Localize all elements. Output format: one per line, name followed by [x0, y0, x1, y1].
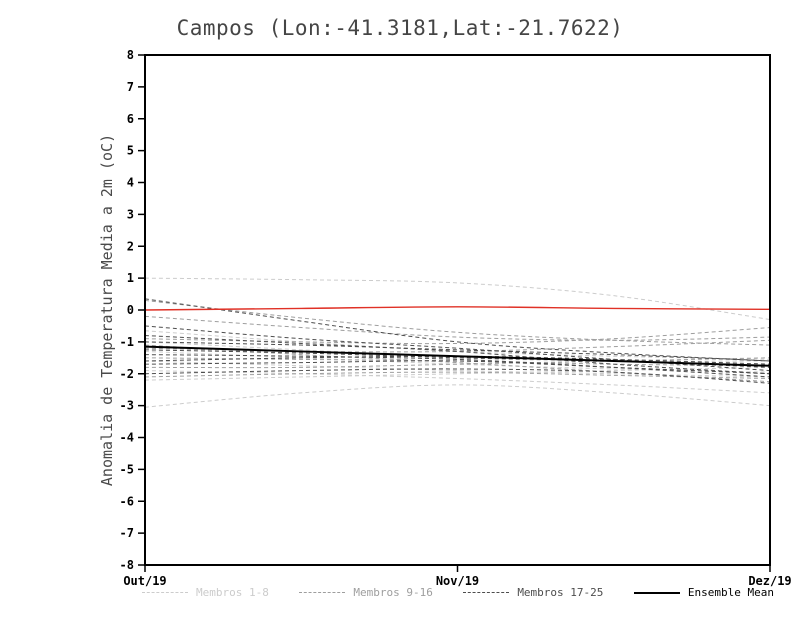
x-tick-label: Dez/19 [748, 574, 791, 588]
legend-label: Membros 9-16 [353, 586, 433, 599]
x-tick-label: Out/19 [123, 574, 166, 588]
y-tick-label: 8 [127, 48, 134, 62]
legend-dashed-line-sample [299, 592, 346, 593]
ensemble-member-line [144, 357, 771, 367]
legend-dashed-line-sample [142, 592, 188, 593]
y-tick-label: 1 [127, 271, 134, 285]
y-tick-label: 3 [127, 207, 134, 221]
y-tick-label: 4 [127, 176, 134, 190]
chart-title: Campos (Lon:-41.3181,Lat:-21.7622) [176, 16, 624, 40]
x-tick-label: Nov/19 [436, 574, 479, 588]
ensemble-mean-line [144, 345, 771, 367]
y-tick-label: -4 [120, 431, 134, 445]
y-tick-label: -8 [120, 558, 134, 572]
ensemble-member-line [144, 277, 771, 321]
ensemble-member-line [144, 366, 771, 381]
y-tick-label: 5 [127, 144, 134, 158]
y-tick-label: 7 [127, 80, 134, 94]
reference-line [144, 306, 771, 311]
ensemble-member-line [144, 354, 771, 378]
y-tick-label: -1 [120, 335, 134, 349]
legend-solid-line-sample [633, 591, 680, 594]
ensemble-member-line [144, 327, 771, 345]
ensemble-member-line [144, 357, 771, 369]
legend-dashed-line-sample [463, 592, 510, 593]
y-tick-label: -7 [120, 526, 134, 540]
legend-item: Membros 1-8 [142, 586, 269, 599]
ensemble-member-line [144, 371, 771, 380]
legend-item: Membros 9-16 [299, 586, 433, 599]
legend-label: Ensemble Mean [687, 586, 774, 599]
ensemble-member-line [144, 315, 771, 341]
y-tick-label: 0 [127, 303, 134, 317]
ensemble-member-line [144, 370, 771, 394]
ensemble-member-line [144, 350, 771, 373]
y-tick-label: -6 [120, 494, 134, 508]
y-tick-label: 6 [127, 112, 134, 126]
ensemble-member-line [144, 384, 771, 408]
legend: Membros 1-8 Membros 9-16 Membros 17-25 Ense… [142, 586, 774, 599]
ensemble-member-line [144, 355, 771, 365]
y-tick-label: -3 [120, 399, 134, 413]
legend-item: Membros 17-25 [463, 586, 603, 599]
legend-label: Membros 1-8 [196, 586, 269, 599]
y-tick-label: -5 [120, 462, 134, 476]
y-tick-label: 2 [127, 239, 134, 253]
legend-item: Ensemble Mean [633, 586, 774, 599]
ensemble-member-line [144, 298, 771, 362]
legend-label: Membros 17-25 [517, 586, 604, 599]
plot-frame [144, 54, 771, 566]
y-tick-label: -2 [120, 367, 134, 381]
